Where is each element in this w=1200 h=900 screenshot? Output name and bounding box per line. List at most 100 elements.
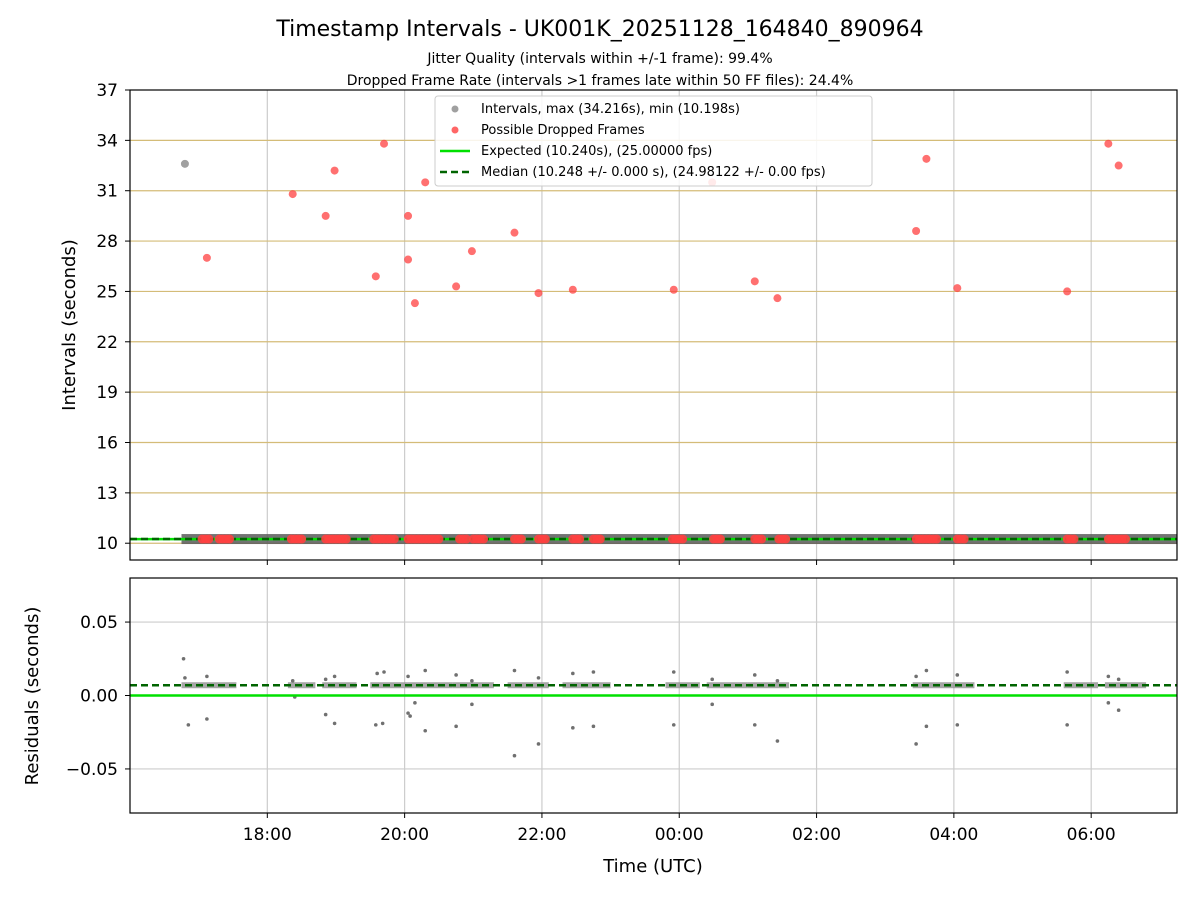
dropped-frame-point	[669, 285, 678, 294]
residual-point	[591, 670, 596, 674]
legend-dropped-marker	[451, 126, 459, 134]
residual-point	[186, 723, 191, 727]
residual-point	[1116, 708, 1121, 712]
residuals-y-tick-label: 0.05	[80, 613, 118, 633]
dropped-frame-point	[568, 285, 577, 294]
dropped-frame-point	[225, 534, 235, 544]
dropped-frame-point	[288, 190, 297, 199]
dropped-frame-point	[204, 534, 214, 544]
dropped-frame-point	[371, 272, 380, 281]
legend-intervals-label: Intervals, max (34.216s), min (10.198s)	[481, 102, 740, 117]
dropped-frame-point	[410, 299, 419, 308]
x-tick-label: 02:00	[792, 825, 841, 845]
residual-point	[775, 739, 780, 743]
dropped-frame-point	[773, 294, 782, 303]
residual-point	[1065, 723, 1069, 727]
dropped-frame-point	[757, 534, 767, 544]
intervals-y-tick-label: 25	[96, 282, 118, 302]
interval-point	[180, 159, 189, 168]
residual-point	[423, 728, 428, 733]
dropped-frame-point	[781, 534, 791, 544]
residual-point	[571, 671, 575, 676]
residual-point	[924, 724, 929, 729]
dropped-frame-point	[678, 534, 688, 544]
residual-point	[423, 668, 428, 673]
residual-point	[454, 673, 458, 677]
legend-dropped-label: Possible Dropped Frames	[481, 123, 645, 138]
residual-point	[571, 726, 575, 730]
residual-point	[181, 656, 186, 661]
legend-expected-label: Expected (10.240s), (25.00000 fps)	[481, 144, 712, 159]
residual-point	[710, 677, 715, 682]
intervals-y-tick-label: 16	[96, 434, 118, 454]
residual-point	[914, 742, 918, 746]
residual-point	[323, 712, 328, 717]
dropped-frame-point	[1104, 139, 1113, 148]
intervals-y-axis-label: Intervals (seconds)	[59, 239, 80, 411]
residual-point	[671, 670, 676, 674]
dropped-frame-point	[1069, 534, 1079, 544]
residual-cluster	[912, 682, 975, 689]
legend-median-label: Median (10.248 +/- 0.000 s), (24.98122 +…	[481, 165, 826, 180]
intervals-plot-frame	[129, 89, 1178, 561]
intervals-y-tick-label: 34	[96, 131, 118, 151]
x-tick-label: 20:00	[380, 825, 429, 845]
residual-point	[1106, 701, 1111, 705]
dropped-frame-point	[330, 166, 339, 175]
dropped-frame-point	[922, 154, 931, 163]
intervals-y-tick-label: 31	[96, 182, 118, 202]
x-tick-label: 04:00	[929, 825, 978, 845]
residual-point	[591, 724, 596, 729]
residual-point	[512, 668, 517, 673]
residual-point	[1116, 677, 1121, 682]
residual-point	[470, 702, 474, 707]
intervals-y-tick-label: 28	[96, 232, 118, 252]
residuals-plot-frame	[129, 577, 1178, 814]
dropped-frame-point	[202, 253, 211, 262]
legend: Intervals, max (34.216s), min (10.198s) …	[434, 95, 873, 187]
residual-point	[512, 753, 517, 758]
dropped-frame-point	[421, 178, 430, 187]
residual-point	[373, 723, 378, 727]
residual-point	[775, 679, 780, 683]
dropped-frame-point	[595, 534, 605, 544]
dropped-frame-point	[389, 534, 399, 544]
dropped-frame-point	[1114, 161, 1123, 170]
residuals-y-tick-label: −0.05	[66, 760, 118, 780]
residual-point	[408, 714, 412, 718]
residual-point	[183, 676, 187, 680]
dropped-frame-point	[434, 534, 444, 544]
residual-point	[955, 673, 960, 677]
intervals-y-tick-label: 13	[96, 484, 118, 504]
dropped-frame-point	[404, 211, 413, 220]
residual-point	[752, 723, 757, 727]
residual-point	[914, 674, 918, 679]
residual-point	[332, 721, 337, 726]
dropped-frame-point	[321, 211, 330, 220]
dropped-frame-point	[461, 534, 471, 544]
dropped-frame-point	[341, 534, 351, 544]
chart-title: Timestamp Intervals - UK001K_20251128_16…	[275, 17, 923, 42]
dropped-frame-point	[575, 534, 585, 544]
dropped-frame-point	[534, 289, 543, 298]
residual-point	[332, 674, 337, 679]
dropped-frame-point	[380, 139, 389, 148]
residual-point	[955, 723, 960, 727]
intervals-y-tick-label: 10	[96, 534, 118, 554]
legend-box	[434, 95, 873, 187]
intervals-y-tick-label: 22	[96, 333, 118, 353]
residual-point	[710, 702, 715, 707]
dropped-frame-point	[404, 255, 413, 264]
residual-point	[205, 674, 209, 679]
dropped-frame-point	[467, 247, 476, 256]
residual-point	[1106, 674, 1111, 679]
residual-point	[1065, 670, 1069, 674]
residuals-y-axis-label: Residuals (seconds)	[22, 607, 43, 786]
x-tick-label: 06:00	[1067, 825, 1116, 845]
dropped-frame-point	[510, 228, 519, 237]
dropped-frame-point	[750, 277, 759, 286]
x-tick-label: 22:00	[517, 825, 566, 845]
x-tick-label: 18:00	[243, 825, 292, 845]
dropped-frame-point	[1121, 534, 1131, 544]
